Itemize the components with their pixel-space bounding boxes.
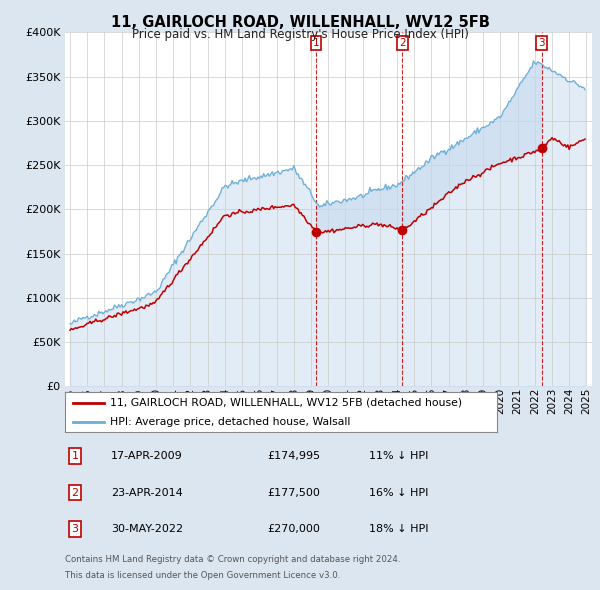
Text: 1: 1 [313, 38, 319, 48]
Text: 18% ↓ HPI: 18% ↓ HPI [369, 525, 428, 534]
Text: £174,995: £174,995 [267, 451, 320, 461]
Text: Price paid vs. HM Land Registry's House Price Index (HPI): Price paid vs. HM Land Registry's House … [131, 28, 469, 41]
Text: 1: 1 [71, 451, 79, 461]
Text: 30-MAY-2022: 30-MAY-2022 [111, 525, 183, 534]
Text: £177,500: £177,500 [267, 488, 320, 497]
Text: 16% ↓ HPI: 16% ↓ HPI [369, 488, 428, 497]
Text: 23-APR-2014: 23-APR-2014 [111, 488, 183, 497]
Text: 11% ↓ HPI: 11% ↓ HPI [369, 451, 428, 461]
Text: 2: 2 [399, 38, 406, 48]
Text: 11, GAIRLOCH ROAD, WILLENHALL, WV12 5FB (detached house): 11, GAIRLOCH ROAD, WILLENHALL, WV12 5FB … [110, 398, 462, 408]
Text: 3: 3 [71, 525, 79, 534]
Text: This data is licensed under the Open Government Licence v3.0.: This data is licensed under the Open Gov… [65, 571, 340, 581]
Text: Contains HM Land Registry data © Crown copyright and database right 2024.: Contains HM Land Registry data © Crown c… [65, 555, 400, 564]
Text: 11, GAIRLOCH ROAD, WILLENHALL, WV12 5FB: 11, GAIRLOCH ROAD, WILLENHALL, WV12 5FB [110, 15, 490, 30]
Text: £270,000: £270,000 [267, 525, 320, 534]
Text: 3: 3 [539, 38, 545, 48]
Text: 17-APR-2009: 17-APR-2009 [111, 451, 183, 461]
Text: HPI: Average price, detached house, Walsall: HPI: Average price, detached house, Wals… [110, 417, 350, 427]
Text: 2: 2 [71, 488, 79, 497]
